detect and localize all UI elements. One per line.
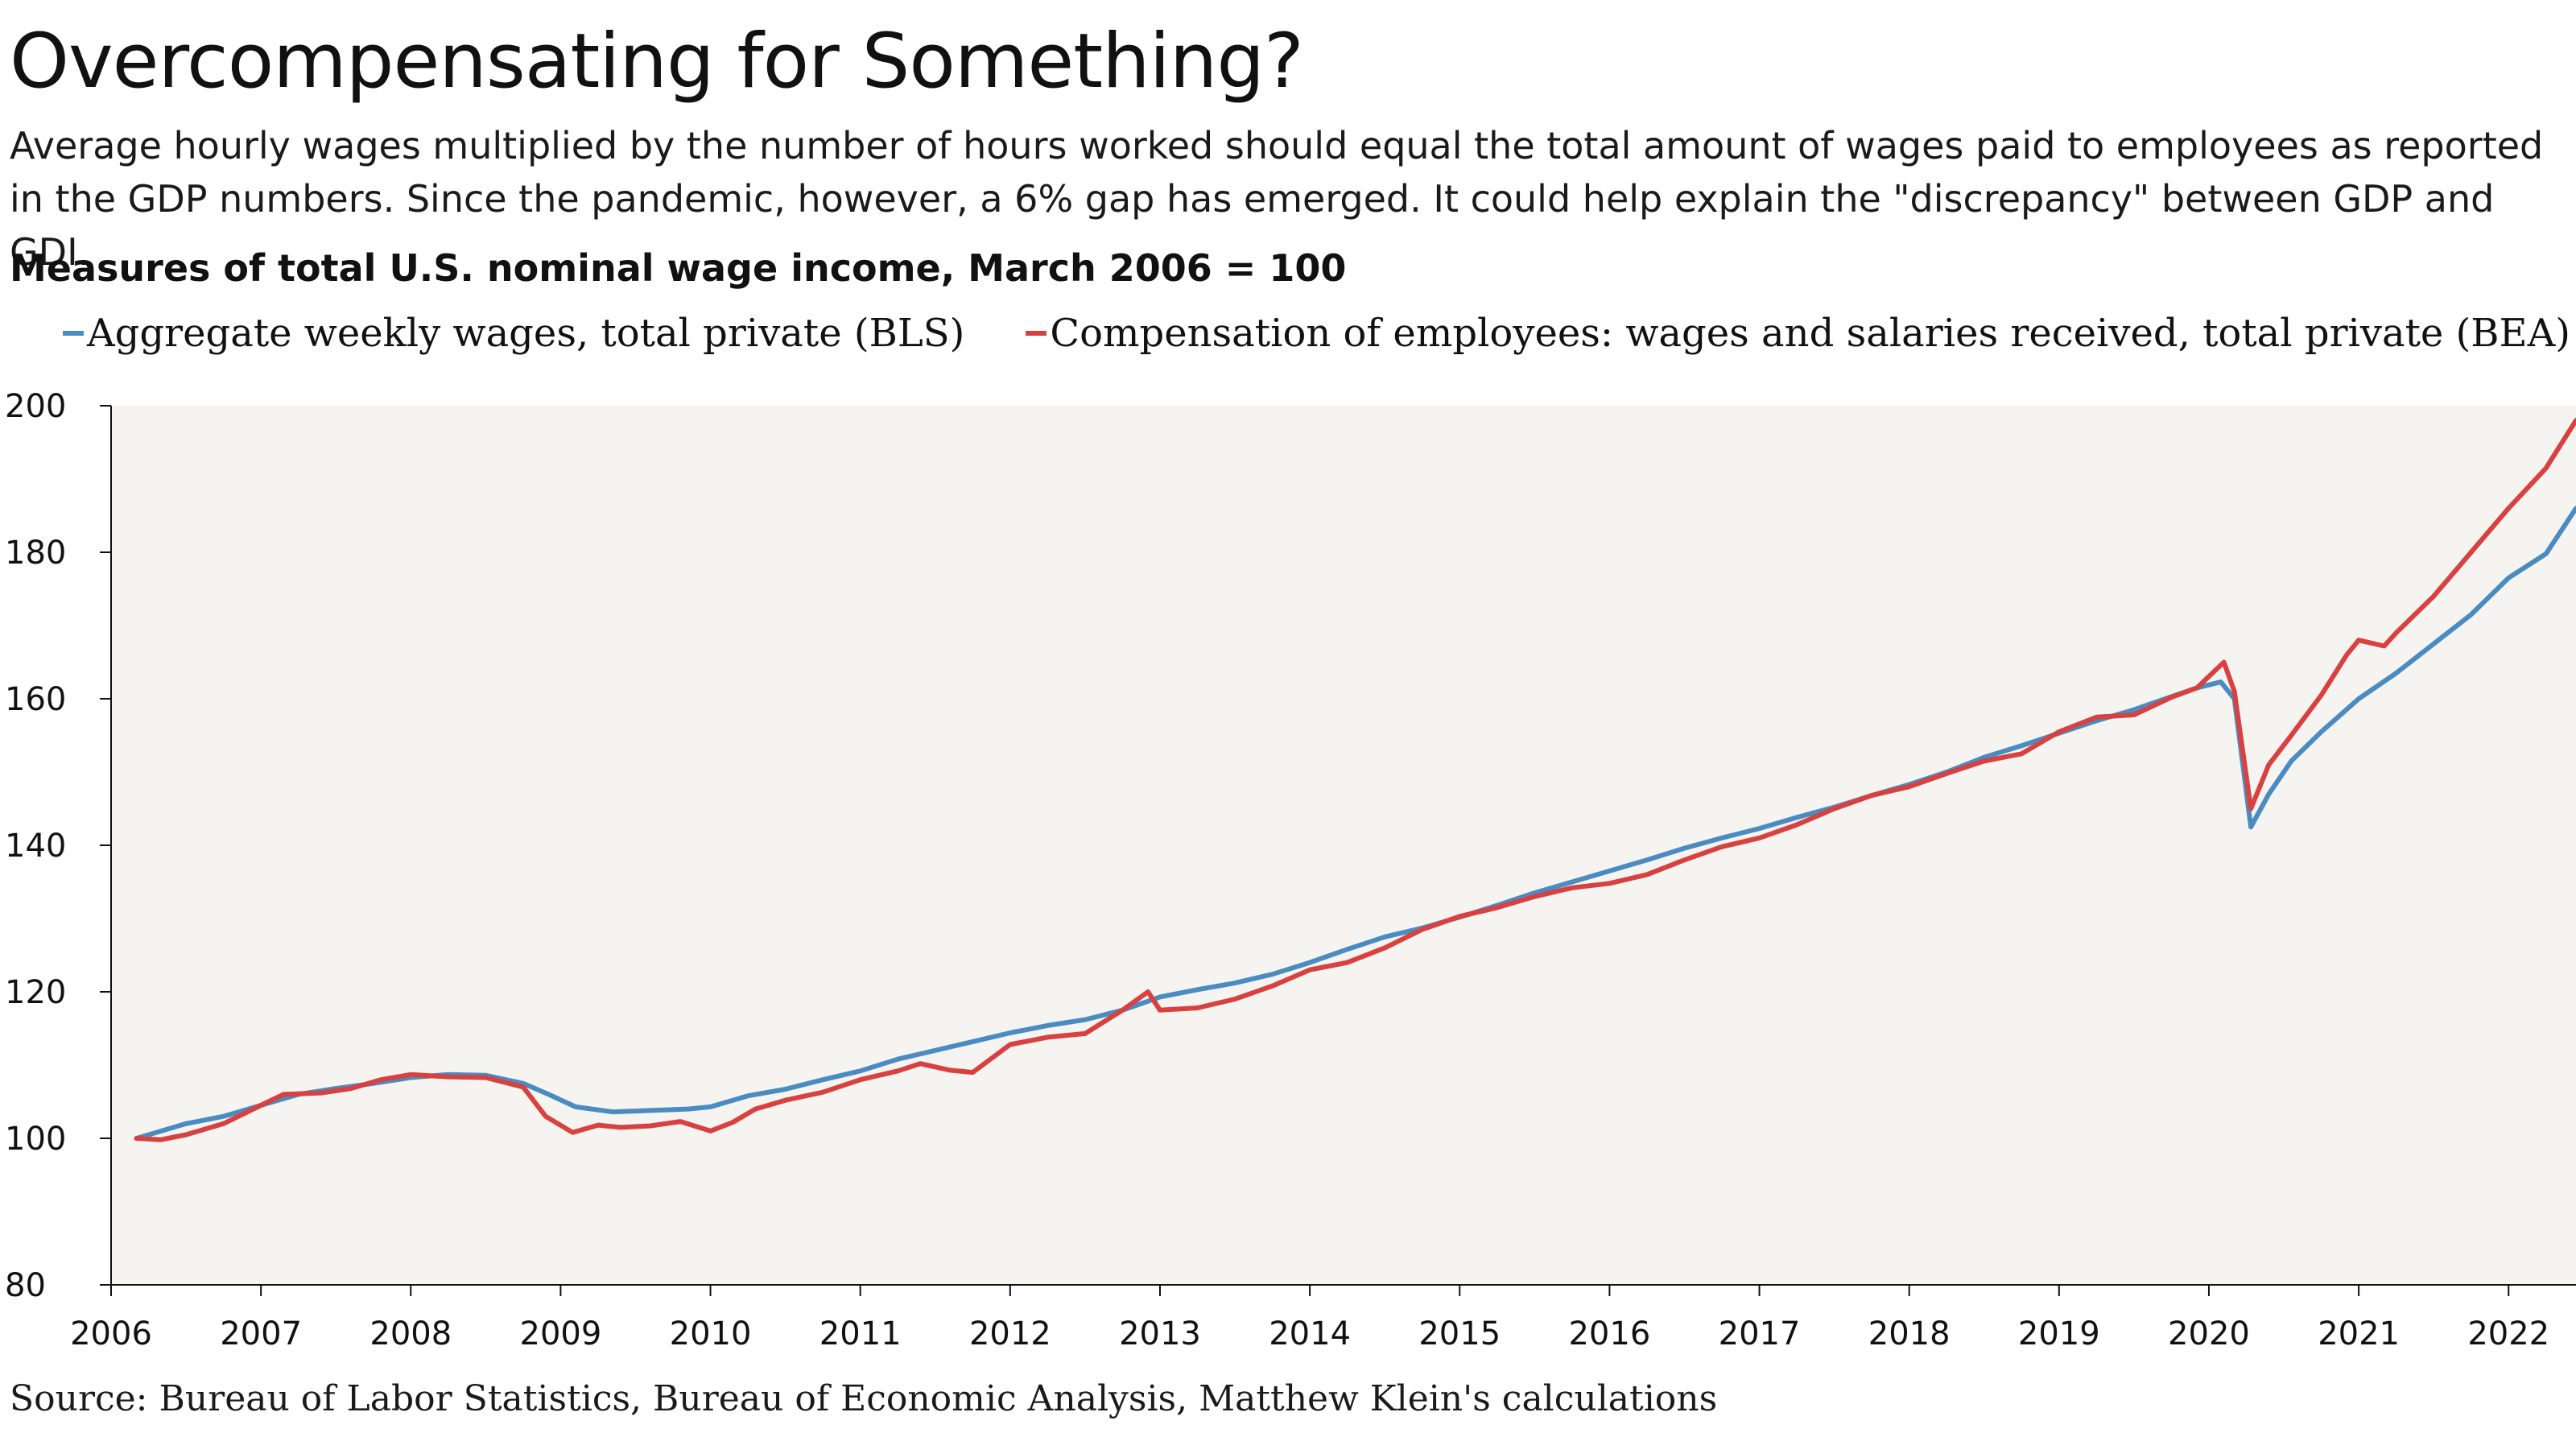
legend-swatch-bea (1026, 331, 1047, 336)
x-tick-label: 2007 (220, 1315, 302, 1352)
x-tick-label: 2008 (369, 1315, 452, 1352)
y-tick-label: 120 (5, 974, 66, 1011)
y-tick-label: 80 (5, 1267, 46, 1304)
legend-item-bea: Compensation of employees: wages and sal… (1026, 311, 2570, 356)
x-tick-label: 2012 (969, 1315, 1051, 1352)
x-tick-label: 2013 (1119, 1315, 1201, 1352)
line-chart: 80 100 120 140 160 180 200 2006 2007 2008 2009 2010… (5, 388, 2576, 1352)
plot-background (111, 406, 2576, 1285)
y-tick-label: 200 (5, 388, 66, 425)
x-tick-label: 2022 (2467, 1315, 2549, 1352)
x-tick-label: 2015 (1418, 1315, 1501, 1352)
legend-swatch-bls (63, 331, 84, 336)
legend: Aggregate weekly wages, total private (B… (63, 311, 2576, 356)
y-tick-label: 100 (5, 1121, 66, 1158)
x-tick-label: 2009 (520, 1315, 602, 1352)
source-note: Source: Bureau of Labor Statistics, Bure… (10, 1378, 1718, 1419)
legend-item-bls: Aggregate weekly wages, total private (B… (63, 311, 964, 356)
x-tick-label: 2010 (670, 1315, 752, 1352)
x-tick-label: 2018 (1868, 1315, 1951, 1352)
x-tick-label: 2020 (2168, 1315, 2250, 1352)
y-tick-label: 180 (5, 535, 66, 572)
legend-label-bls: Aggregate weekly wages, total private (B… (87, 311, 965, 356)
x-tick-label: 2017 (1719, 1315, 1801, 1352)
x-tick-label: 2006 (70, 1315, 152, 1352)
x-tick-label: 2021 (2318, 1315, 2400, 1352)
series-line-bls (134, 506, 2576, 1141)
x-tick-label: 2014 (1269, 1315, 1351, 1352)
chart-subtitle: Average hourly wages multiplied by the n… (10, 124, 2544, 274)
x-tick-label: 2019 (2018, 1315, 2100, 1352)
x-tick-label: 2011 (819, 1315, 902, 1352)
series-line-bea (134, 418, 2576, 1142)
x-tick-label: 2016 (1568, 1315, 1650, 1352)
legend-label-bea: Compensation of employees: wages and sal… (1050, 311, 2570, 356)
y-tick-label: 160 (5, 681, 66, 718)
chart-caption: Measures of total U.S. nominal wage inco… (10, 246, 1347, 290)
y-tick-label: 140 (5, 828, 66, 865)
chart-title-main: Overcompensating for Something? (10, 18, 1304, 105)
